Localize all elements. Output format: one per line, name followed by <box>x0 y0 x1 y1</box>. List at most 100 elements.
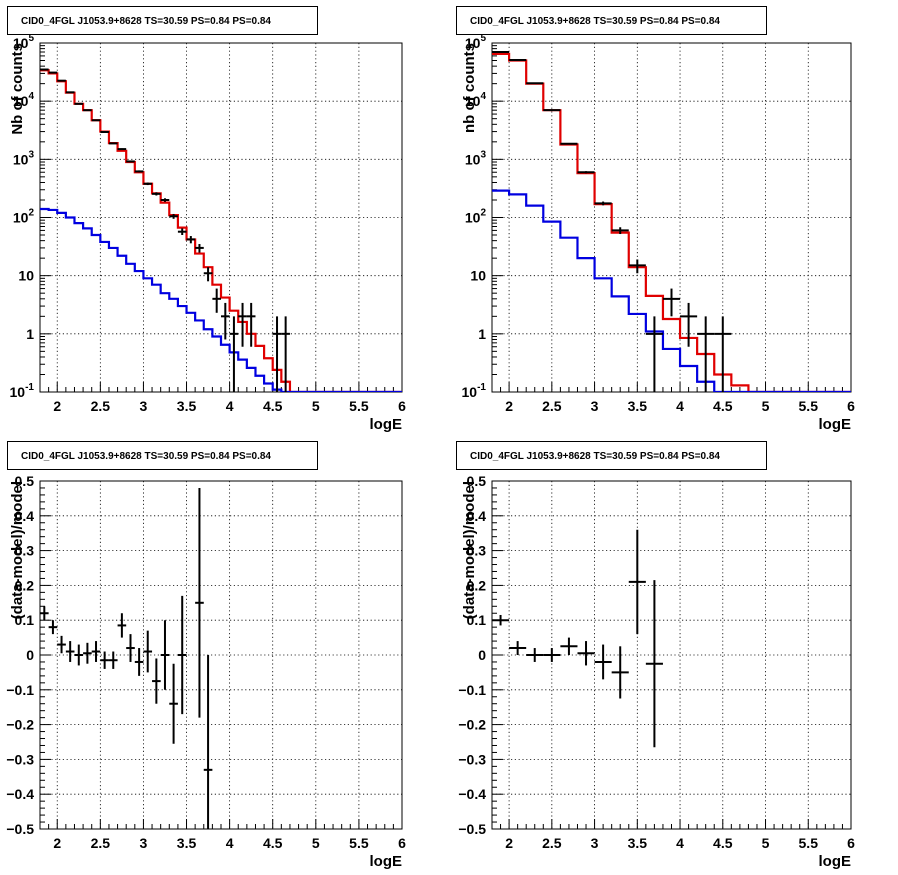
y-tick-label: −0.1 <box>6 682 34 698</box>
x-axis-label: logE <box>370 416 403 433</box>
y-tick-exponent: -1 <box>25 382 34 393</box>
data-point <box>645 580 663 748</box>
data-point <box>152 192 161 196</box>
chart-panel-bottom-right: CID0_4FGL J1053.9+8628 TS=30.59 PS=0.84 … <box>456 441 855 870</box>
y-tick-label: 10 <box>18 268 34 284</box>
x-axis-label: logE <box>370 853 403 870</box>
data-point <box>203 267 213 282</box>
data-point <box>48 620 58 635</box>
y-tick-label: −0.2 <box>458 717 486 733</box>
y-tick-exponent: 2 <box>28 208 34 219</box>
y-tick-label: 0.1 <box>467 612 487 628</box>
y-tick-label: 0.3 <box>467 543 487 559</box>
x-tick-label: 5 <box>762 835 770 851</box>
x-tick-label: 5.5 <box>349 398 369 414</box>
y-tick-label: −0.5 <box>458 821 486 837</box>
y-tick-label: 104 <box>465 91 487 109</box>
x-tick-label: 4 <box>226 398 234 414</box>
data-point <box>117 613 127 638</box>
x-tick-label: 2 <box>53 835 61 851</box>
y-tick-label: 10-1 <box>10 382 35 400</box>
data-point <box>560 637 578 655</box>
y-tick-exponent: 4 <box>28 91 34 102</box>
y-tick-base: 10 <box>465 93 481 109</box>
y-tick-label: 104 <box>13 91 35 109</box>
x-tick-label: 3 <box>140 835 148 851</box>
x-tick-label: 5.5 <box>799 835 819 851</box>
chart-panel-top-right: CID0_4FGL J1053.9+8628 TS=30.59 PS=0.84 … <box>456 6 855 433</box>
data-point <box>134 170 144 173</box>
title-box <box>7 6 318 35</box>
y-tick-label: −0.2 <box>6 717 34 733</box>
y-tick-label: −0.4 <box>458 786 486 802</box>
data-point <box>628 259 646 274</box>
data-point <box>543 648 561 662</box>
y-tick-base: 10 <box>462 384 478 400</box>
data-point <box>177 228 187 236</box>
y-tick-label: 105 <box>465 33 487 51</box>
y-tick-label: 102 <box>465 208 487 226</box>
x-tick-label: 5.5 <box>349 835 369 851</box>
chart-title: CID0_4FGL J1053.9+8628 TS=30.59 PS=0.84 … <box>21 451 271 462</box>
x-tick-label: 2.5 <box>542 835 562 851</box>
x-tick-label: 4 <box>226 835 234 851</box>
data-point <box>611 646 629 699</box>
title-box <box>456 441 767 470</box>
data-point <box>169 663 178 744</box>
data-point <box>177 595 187 715</box>
series-group <box>40 487 213 829</box>
y-tick-label: 105 <box>13 33 35 51</box>
chart-title: CID0_4FGL J1053.9+8628 TS=30.59 PS=0.84 … <box>470 451 720 462</box>
data-point <box>577 641 595 666</box>
y-tick-base: 10 <box>13 151 29 167</box>
x-tick-label: 4.5 <box>713 398 733 414</box>
data-point <box>212 288 221 313</box>
data-point <box>195 244 204 253</box>
model-total-histogram <box>40 69 402 392</box>
y-tick-exponent: -1 <box>477 382 486 393</box>
y-tick-label: −0.3 <box>458 751 486 767</box>
data-point <box>152 658 161 704</box>
x-tick-label: 2.5 <box>91 398 111 414</box>
y-tick-base: 10 <box>465 151 481 167</box>
data-point <box>577 171 595 174</box>
chart-panel-top-left: CID0_4FGL J1053.9+8628 TS=30.59 PS=0.84 … <box>7 6 406 433</box>
x-tick-label: 5 <box>312 398 320 414</box>
x-tick-label: 2 <box>505 398 513 414</box>
y-tick-label: 102 <box>13 208 35 226</box>
data-point <box>509 641 527 655</box>
data-point <box>160 620 170 690</box>
y-tick-label: −0.1 <box>458 682 486 698</box>
data-point <box>246 302 256 347</box>
x-tick-label: 2.5 <box>91 835 111 851</box>
y-tick-exponent: 2 <box>480 208 486 219</box>
x-tick-label: 4.5 <box>263 835 283 851</box>
data-point <box>662 288 681 317</box>
y-axis-label: Nb of counts <box>9 43 26 135</box>
model-background-histogram <box>40 207 402 392</box>
series-group <box>492 529 663 748</box>
data-point <box>74 102 84 105</box>
y-tick-exponent: 5 <box>28 33 34 44</box>
data-point <box>628 529 646 635</box>
y-tick-exponent: 3 <box>28 149 34 160</box>
y-axis-label: nb of counts <box>461 43 478 133</box>
data-point <box>272 316 282 392</box>
data-point <box>40 606 49 621</box>
y-axis-label: (data-model)/model <box>461 481 478 619</box>
data-point <box>83 642 92 664</box>
data-point <box>594 201 612 206</box>
model-background-histogram <box>492 189 851 392</box>
y-tick-label: 1 <box>26 326 34 342</box>
x-tick-label: 4.5 <box>263 398 283 414</box>
x-tick-label: 6 <box>398 398 406 414</box>
x-tick-label: 5.5 <box>799 398 819 414</box>
data-point <box>203 655 213 829</box>
x-tick-label: 6 <box>847 835 855 851</box>
y-axis-label: (data-model)/model <box>9 481 26 619</box>
y-tick-label: −0.3 <box>6 751 34 767</box>
x-tick-label: 4 <box>676 398 684 414</box>
data-point <box>108 142 118 145</box>
data-point <box>594 644 612 680</box>
x-tick-label: 2.5 <box>542 398 562 414</box>
